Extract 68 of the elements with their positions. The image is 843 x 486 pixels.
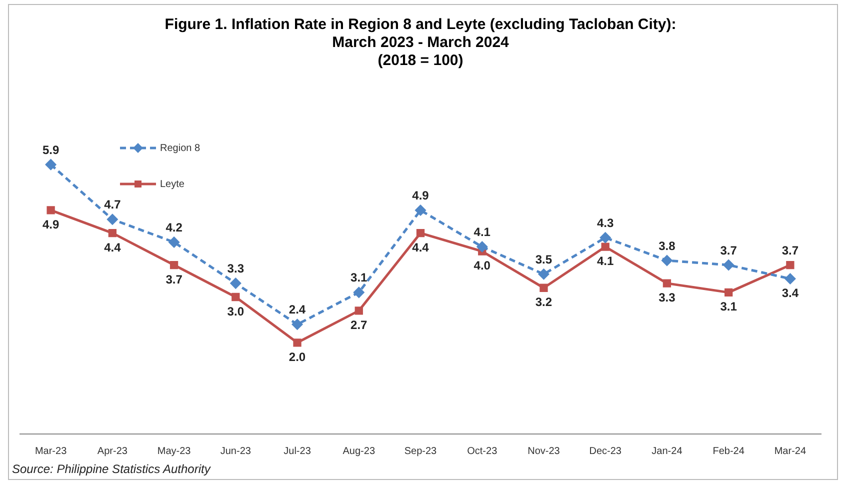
point — [46, 159, 56, 170]
point — [601, 242, 610, 251]
data-label: 5.9 — [42, 142, 60, 157]
data-label: 4.9 — [42, 218, 60, 232]
data-label: 3.7 — [720, 243, 738, 258]
data-label: 4.1 — [474, 225, 491, 240]
x-tick-label: Oct-23 — [467, 446, 498, 457]
point — [108, 228, 116, 238]
point — [415, 204, 426, 216]
x-tick-label: Dec-23 — [589, 446, 622, 457]
chart-title: Figure 1. Inflation Rate in Region 8 and Leyte (excluding Tacloban City): March 2023 - March 2024 (2018 = 100) — [164, 16, 676, 70]
data-label: 3.1 — [350, 270, 368, 285]
x-tick-label: May-23 — [157, 446, 192, 457]
x-tick-label: Aug-23 — [342, 446, 376, 457]
point — [540, 284, 548, 292]
data-label: 2.7 — [350, 318, 368, 332]
x-tick-label: Jul-23 — [284, 446, 312, 457]
data-label: 4.9 — [412, 188, 430, 203]
point — [107, 214, 118, 225]
point — [168, 236, 180, 248]
point — [786, 260, 794, 270]
data-label: 3.4 — [782, 286, 799, 300]
x-tick-label: Feb-24 — [712, 446, 745, 457]
data-label: 4.3 — [597, 216, 614, 230]
point — [600, 232, 611, 243]
point — [230, 278, 241, 289]
point — [354, 306, 363, 315]
x-tick-label: Apr-23 — [97, 446, 128, 457]
point — [784, 273, 796, 284]
data-label: 4.0 — [474, 258, 491, 273]
point — [170, 260, 178, 270]
point — [723, 260, 734, 270]
x-tick-label: Jan-24 — [652, 446, 683, 457]
x-tick-label: Jun-23 — [220, 446, 252, 457]
point — [354, 287, 364, 298]
data-label: 3.7 — [782, 243, 799, 258]
point — [662, 255, 672, 266]
point — [416, 228, 425, 238]
point — [724, 288, 733, 297]
data-label: 4.4 — [104, 240, 122, 254]
x-tick-label: Sep-23 — [404, 446, 438, 457]
x-tick-label: Nov-23 — [528, 446, 560, 457]
data-label: 4.2 — [166, 220, 183, 235]
data-label: 3.5 — [535, 252, 552, 266]
data-label: 3.2 — [535, 295, 552, 310]
data-label: 3.7 — [166, 272, 183, 286]
point — [293, 338, 302, 347]
data-label: 3.1 — [720, 300, 738, 314]
point — [292, 319, 303, 330]
data-label: 2.0 — [288, 350, 306, 364]
data-label: 4.4 — [412, 240, 430, 254]
legend-label: Region 8 — [160, 142, 200, 154]
x-tick-label: Mar-24 — [774, 446, 806, 457]
data-label: 3.3 — [658, 290, 676, 305]
data-label: 3.0 — [227, 304, 244, 318]
point — [662, 279, 672, 288]
legend-label: Leyte — [160, 178, 184, 190]
source-note: Source: Philippine Statistics Authority — [12, 462, 210, 476]
point — [476, 242, 488, 252]
data-label: 2.4 — [288, 302, 306, 317]
point — [46, 206, 55, 214]
data-label: 3.8 — [658, 238, 676, 253]
data-label: 4.7 — [104, 198, 122, 212]
x-tick-label: Mar-23 — [34, 446, 68, 457]
data-label: 4.1 — [597, 254, 614, 268]
point — [538, 268, 549, 280]
data-label: 3.3 — [227, 262, 244, 276]
point — [232, 292, 240, 302]
